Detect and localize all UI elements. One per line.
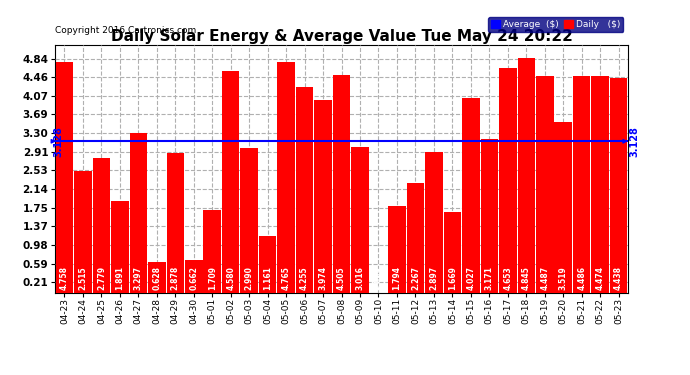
Text: 2.897: 2.897 bbox=[429, 266, 438, 290]
Bar bbox=[222, 71, 239, 292]
Bar bbox=[185, 261, 203, 292]
Bar bbox=[591, 76, 609, 292]
Text: 2.878: 2.878 bbox=[171, 266, 180, 290]
Bar bbox=[204, 210, 221, 292]
Text: 3.128: 3.128 bbox=[53, 126, 63, 157]
Text: 2.990: 2.990 bbox=[245, 266, 254, 290]
Text: 1.794: 1.794 bbox=[393, 266, 402, 290]
Text: 4.580: 4.580 bbox=[226, 266, 235, 290]
Bar bbox=[499, 68, 517, 292]
Bar bbox=[111, 201, 128, 292]
Text: 2.267: 2.267 bbox=[411, 266, 420, 290]
Bar bbox=[480, 139, 498, 292]
Legend: Average  ($), Daily   ($): Average ($), Daily ($) bbox=[488, 17, 623, 32]
Text: 4.505: 4.505 bbox=[337, 266, 346, 290]
Bar bbox=[240, 148, 258, 292]
Bar bbox=[555, 122, 572, 292]
Bar bbox=[130, 133, 147, 292]
Bar bbox=[610, 78, 627, 292]
Bar bbox=[333, 75, 351, 292]
Bar bbox=[351, 147, 368, 292]
Text: 4.486: 4.486 bbox=[578, 266, 586, 290]
Bar bbox=[573, 76, 591, 292]
Text: 4.027: 4.027 bbox=[466, 266, 475, 290]
Text: 3.974: 3.974 bbox=[319, 266, 328, 290]
Bar bbox=[315, 100, 332, 292]
Text: 4.474: 4.474 bbox=[595, 266, 604, 290]
Text: 4.653: 4.653 bbox=[503, 266, 512, 290]
Bar bbox=[444, 212, 461, 292]
Text: 3.128: 3.128 bbox=[630, 126, 640, 157]
Bar bbox=[406, 183, 424, 292]
Bar bbox=[148, 262, 166, 292]
Text: 3.016: 3.016 bbox=[355, 266, 364, 290]
Text: 2.779: 2.779 bbox=[97, 266, 106, 290]
Text: 0.628: 0.628 bbox=[152, 266, 161, 290]
Text: 4.758: 4.758 bbox=[60, 266, 69, 290]
Text: 1.709: 1.709 bbox=[208, 266, 217, 290]
Text: 4.765: 4.765 bbox=[282, 266, 290, 290]
Text: 1.669: 1.669 bbox=[448, 266, 457, 290]
Bar bbox=[277, 62, 295, 292]
Text: 0.000: 0.000 bbox=[374, 266, 383, 290]
Bar bbox=[166, 153, 184, 292]
Text: Copyright 2016 Cartronics.com: Copyright 2016 Cartronics.com bbox=[55, 26, 197, 35]
Text: 3.519: 3.519 bbox=[559, 266, 568, 290]
Title: Daily Solar Energy & Average Value Tue May 24 20:22: Daily Solar Energy & Average Value Tue M… bbox=[110, 29, 573, 44]
Text: 3.297: 3.297 bbox=[134, 266, 143, 290]
Bar bbox=[425, 153, 443, 292]
Bar bbox=[518, 58, 535, 292]
Bar bbox=[74, 171, 92, 292]
Bar bbox=[259, 236, 277, 292]
Bar bbox=[462, 98, 480, 292]
Text: 4.487: 4.487 bbox=[540, 266, 549, 290]
Text: 1.891: 1.891 bbox=[115, 266, 124, 290]
Text: 0.662: 0.662 bbox=[189, 266, 198, 290]
Bar bbox=[536, 76, 553, 292]
Text: 4.255: 4.255 bbox=[300, 266, 309, 290]
Text: 4.438: 4.438 bbox=[614, 266, 623, 290]
Text: 2.515: 2.515 bbox=[79, 266, 88, 290]
Bar bbox=[296, 87, 313, 292]
Bar bbox=[388, 206, 406, 292]
Text: 1.161: 1.161 bbox=[263, 266, 272, 290]
Bar bbox=[92, 158, 110, 292]
Bar bbox=[56, 63, 73, 292]
Text: 4.845: 4.845 bbox=[522, 266, 531, 290]
Text: 3.171: 3.171 bbox=[485, 266, 494, 290]
